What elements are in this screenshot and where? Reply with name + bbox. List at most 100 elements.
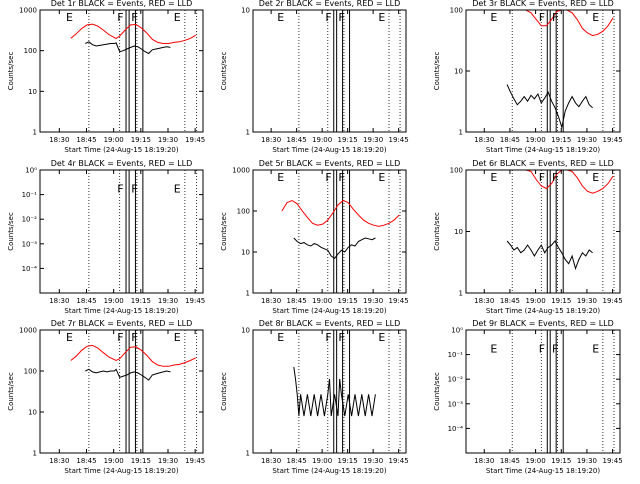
y-tick-label: 10 xyxy=(241,249,250,257)
x-tick-label: 18:30 xyxy=(261,136,281,144)
plot-frame xyxy=(252,329,407,454)
x-tick-label: 18:45 xyxy=(76,457,96,465)
interval-letter: E xyxy=(378,171,385,184)
x-tick-label: 19:00 xyxy=(104,297,124,305)
x-tick-label: 19:15 xyxy=(551,457,571,465)
x-tick-label: 19:00 xyxy=(104,136,124,144)
y-tick-label: 10 xyxy=(28,409,37,417)
panel-title: Det 4r BLACK = Events, RED = LLD xyxy=(51,159,193,168)
x-axis-label: Start Time (24-Aug-15 18:19:20) xyxy=(272,307,386,315)
x-tick-label: 19:15 xyxy=(338,457,358,465)
series-lld-line xyxy=(281,199,400,227)
x-axis-label: Start Time (24-Aug-15 18:19:20) xyxy=(64,467,178,475)
interval-letter: E xyxy=(592,171,599,184)
x-tick-label: 19:15 xyxy=(131,457,151,465)
interval-letter: E xyxy=(174,331,181,344)
y-tick-label: 1 xyxy=(33,129,37,137)
interval-letter: E xyxy=(174,183,181,196)
y-tick-label: 100 xyxy=(237,208,250,216)
series-events-line xyxy=(293,366,376,417)
x-tick-label: 18:30 xyxy=(49,297,69,305)
x-tick-label: 18:45 xyxy=(76,136,96,144)
interval-letter: F xyxy=(131,183,137,196)
interval-letter: E xyxy=(66,11,73,24)
x-tick-label: 18:45 xyxy=(287,457,307,465)
plot-frame xyxy=(465,169,621,294)
interval-letter: F xyxy=(117,11,123,24)
y-axis-label: Counts/sec xyxy=(7,52,15,91)
interval-letter: F xyxy=(338,11,344,24)
y-axis-label: Counts/sec xyxy=(7,372,15,411)
y-tick-label: 10 xyxy=(454,228,463,236)
x-tick-label: 19:00 xyxy=(525,457,545,465)
y-axis-label: Counts/sec xyxy=(433,372,441,411)
y-axis-label: Counts/sec xyxy=(220,372,228,411)
x-tick-label: 19:15 xyxy=(131,297,151,305)
interval-letter: E xyxy=(592,343,599,356)
x-tick-label: 19:45 xyxy=(185,297,205,305)
x-tick-label: 18:30 xyxy=(49,136,69,144)
y-tick-label: 100 xyxy=(24,47,37,55)
interval-letter: F xyxy=(117,183,123,196)
plot-frame xyxy=(252,169,407,294)
x-tick-label: 18:30 xyxy=(261,457,281,465)
interval-letter: F xyxy=(325,171,331,184)
x-tick-label: 19:45 xyxy=(602,136,622,144)
y-tick-label: 10⁻² xyxy=(448,376,464,384)
y-tick-label: 1 xyxy=(33,450,37,458)
detector-panel: Det 8r BLACK = Events, RED = LLD Counts/s… xyxy=(220,319,409,475)
interval-letter: F xyxy=(325,11,331,24)
y-tick-label: 10 xyxy=(241,7,250,15)
x-tick-label: 19:45 xyxy=(185,136,205,144)
interval-letter: F xyxy=(552,171,558,184)
y-tick-label: 10 xyxy=(28,88,37,96)
interval-letter: F xyxy=(117,331,123,344)
y-tick-label: 10⁻⁴ xyxy=(448,425,464,433)
series-events-line xyxy=(85,41,171,55)
x-tick-label: 18:45 xyxy=(76,297,96,305)
y-tick-label: 10⁻¹ xyxy=(448,351,464,359)
x-tick-label: 19:30 xyxy=(158,457,178,465)
x-tick-label: 19:45 xyxy=(602,457,622,465)
interval-letter: F xyxy=(325,331,331,344)
series-events-line xyxy=(506,84,593,130)
x-tick-label: 19:00 xyxy=(312,457,332,465)
detector-panel: Det 7r BLACK = Events, RED = LLD Counts/s… xyxy=(7,319,205,475)
x-tick-label: 19:00 xyxy=(525,136,545,144)
x-axis-label: Start Time (24-Aug-15 18:19:20) xyxy=(272,467,386,475)
x-tick-label: 19:15 xyxy=(551,136,571,144)
detector-panel: Det 6r BLACK = Events, RED = LLD Counts/s… xyxy=(433,159,623,315)
x-axis-label: Start Time (24-Aug-15 18:19:20) xyxy=(64,307,178,315)
y-axis-label: Counts/sec xyxy=(433,212,441,251)
interval-letter: E xyxy=(378,331,385,344)
y-tick-label: 10⁻³ xyxy=(448,400,464,408)
x-tick-label: 19:00 xyxy=(312,297,332,305)
y-axis-label: Counts/sec xyxy=(220,212,228,251)
y-axis-label: Counts/sec xyxy=(220,52,228,91)
y-tick-label: 10 xyxy=(241,327,250,335)
panel-title: Det 8r BLACK = Events, RED = LLD xyxy=(259,319,401,328)
interval-letter: F xyxy=(131,331,137,344)
y-tick-label: 1 xyxy=(246,129,250,137)
y-tick-label: 10⁻¹ xyxy=(22,191,38,199)
x-tick-label: 19:30 xyxy=(363,297,383,305)
x-tick-label: 19:15 xyxy=(338,297,358,305)
detector-panel: Det 4r BLACK = Events, RED = LLD Counts/s… xyxy=(7,159,205,315)
interval-letter: F xyxy=(539,343,545,356)
panel-title: Det 1r BLACK = Events, RED = LLD xyxy=(51,0,193,8)
plot-frame xyxy=(465,329,621,454)
interval-letter: E xyxy=(490,171,497,184)
x-tick-label: 19:45 xyxy=(389,457,409,465)
interval-letter: F xyxy=(552,11,558,24)
y-tick-label: 1 xyxy=(246,450,250,458)
y-tick-label: 100 xyxy=(24,368,37,376)
detector-panel: Det 9r BLACK = Events, RED = LLD Counts/s… xyxy=(433,319,623,475)
y-axis-label: Counts/sec xyxy=(7,212,15,251)
series-events-line xyxy=(85,368,171,381)
x-tick-label: 19:00 xyxy=(104,457,124,465)
detector-panel: Det 1r BLACK = Events, RED = LLD Counts/s… xyxy=(7,0,205,154)
panel-title: Det 2r BLACK = Events, RED = LLD xyxy=(259,0,401,8)
x-tick-label: 19:45 xyxy=(389,136,409,144)
interval-letter: E xyxy=(490,343,497,356)
